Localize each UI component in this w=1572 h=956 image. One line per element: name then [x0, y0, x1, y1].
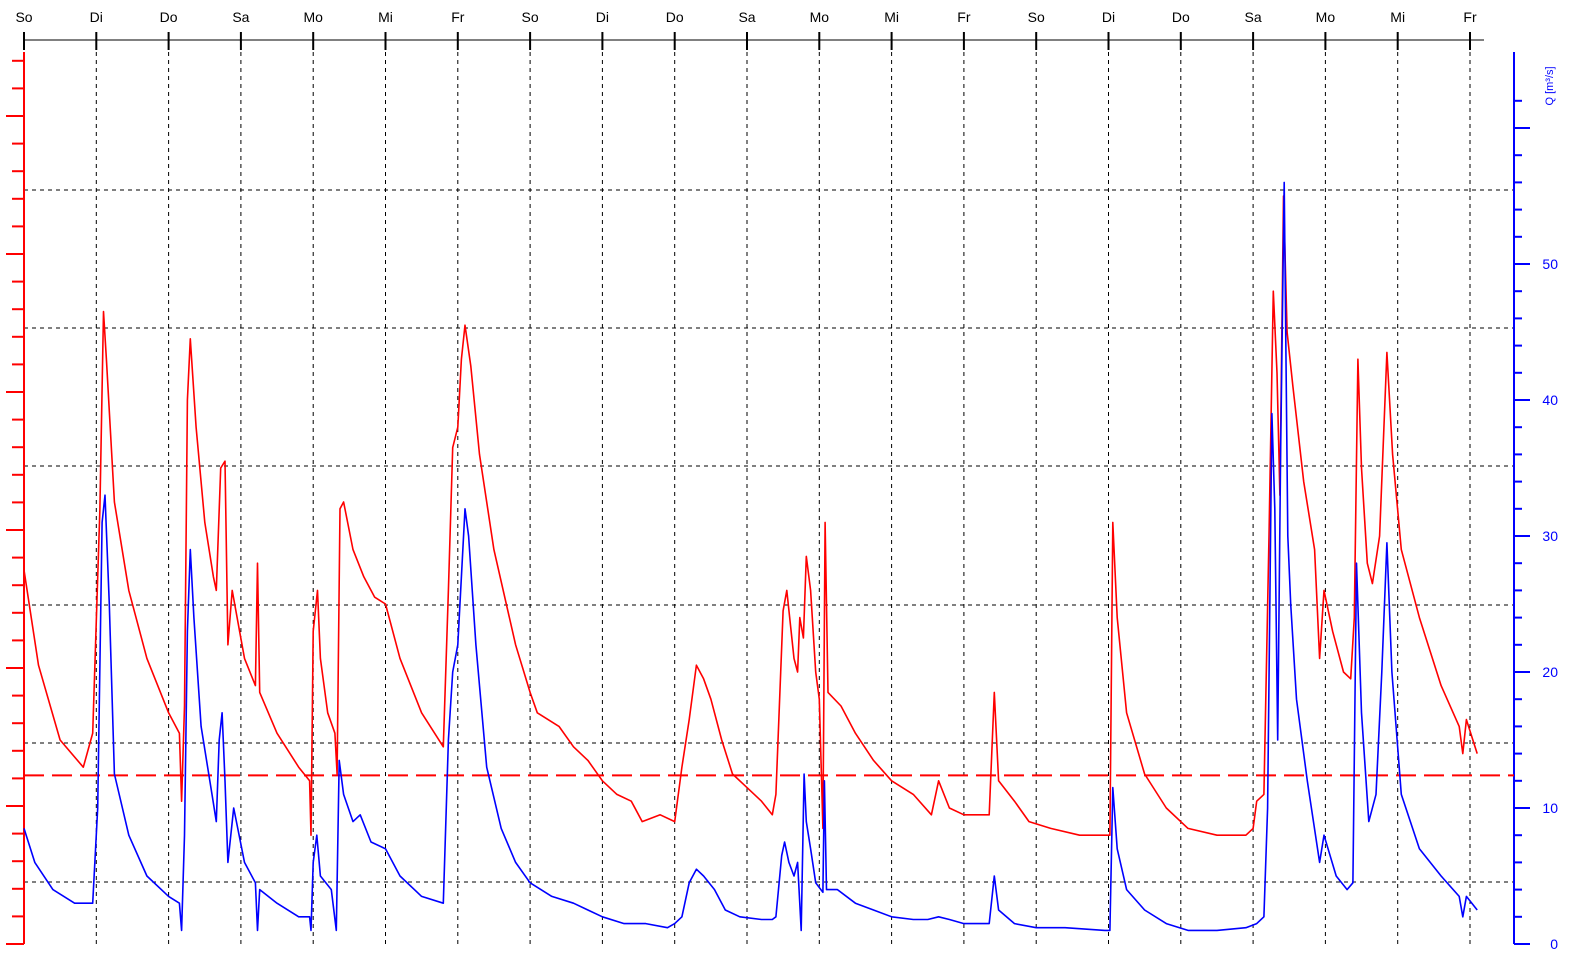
right-tick-label: 30	[1542, 528, 1558, 544]
day-label: Mi	[884, 9, 899, 25]
day-label: Di	[90, 9, 103, 25]
day-label: Di	[596, 9, 609, 25]
day-label: So	[15, 9, 32, 25]
right-tick-label: 0	[1550, 936, 1558, 952]
day-label: Mo	[1316, 9, 1336, 25]
day-label: So	[1028, 9, 1045, 25]
day-label: Do	[160, 9, 178, 25]
series-line-red	[23, 195, 1478, 836]
x-axis-day-labels: So Di Do Sa Mo Mi Fr So Di Do Sa Mo Mi Fr So Di Do Sa Mo Mi…	[15, 9, 1477, 50]
day-label: Do	[666, 9, 684, 25]
axes	[6, 39, 1515, 945]
right-tick-label: 20	[1542, 664, 1558, 680]
right-axis-title: Q [m³/s]	[1544, 66, 1556, 105]
day-label: Sa	[1245, 9, 1262, 25]
day-label: Fr	[957, 9, 971, 25]
day-label: Do	[1172, 9, 1190, 25]
day-label: Fr	[451, 9, 465, 25]
series-group	[23, 181, 1478, 932]
day-label: Mi	[378, 9, 393, 25]
day-label: So	[522, 9, 539, 25]
day-label: Sa	[738, 9, 755, 25]
day-label: Di	[1102, 9, 1115, 25]
day-label: Sa	[232, 9, 249, 25]
day-label: Fr	[1463, 9, 1477, 25]
day-label: Mi	[1390, 9, 1405, 25]
series-line-blue	[23, 181, 1478, 932]
day-label: Mo	[810, 9, 830, 25]
right-axis-ticks: 0 10 20 30 40 50	[1514, 99, 1558, 952]
day-label: Mo	[303, 9, 323, 25]
right-tick-label: 40	[1542, 392, 1558, 408]
grid	[24, 52, 1514, 944]
right-tick-label: 50	[1542, 256, 1558, 272]
right-tick-label: 10	[1542, 800, 1558, 816]
